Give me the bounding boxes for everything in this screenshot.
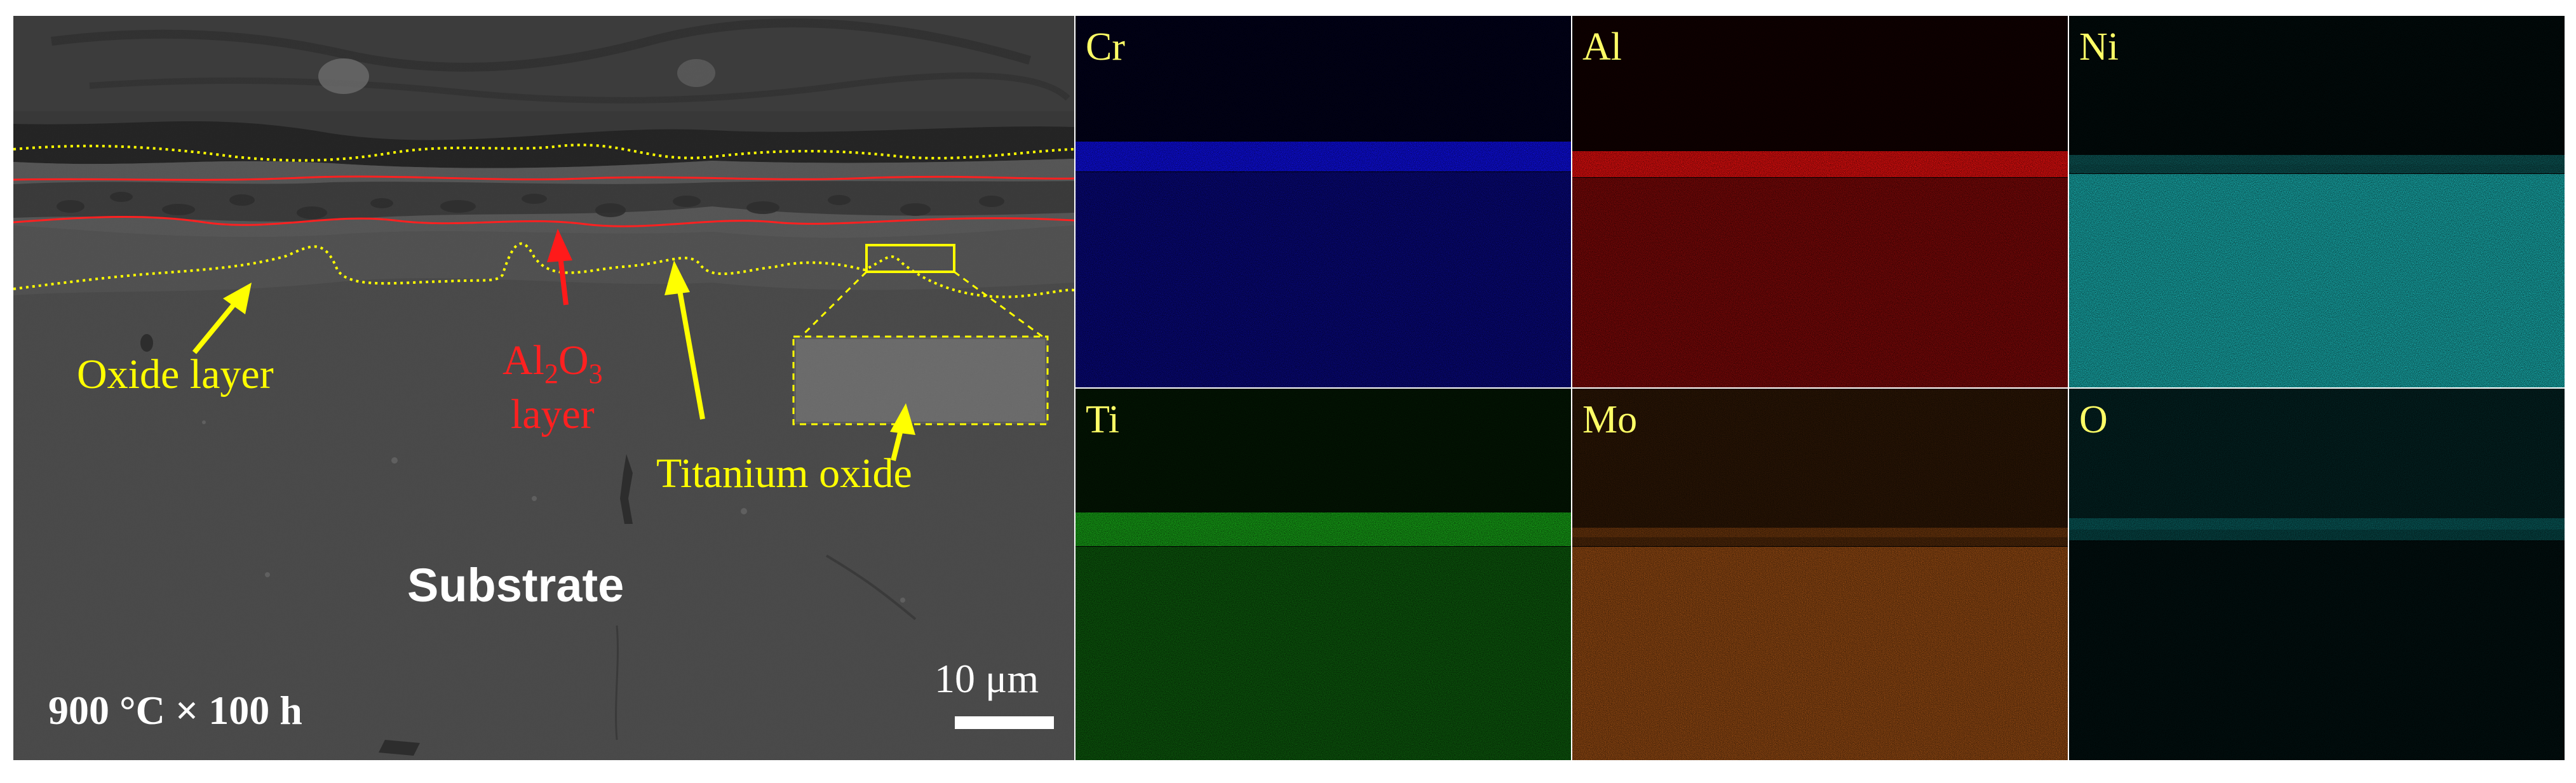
eds-map-ti: Ti bbox=[1076, 389, 1571, 760]
eds-map-o: O bbox=[2069, 389, 2565, 760]
eds-map-intensity bbox=[2069, 389, 2565, 760]
eds-map-intensity bbox=[1572, 16, 2068, 387]
eds-map-label-al: Al bbox=[1582, 25, 1622, 69]
eds-map-al: Al bbox=[1572, 16, 2068, 387]
al2o3-sub2: 2 bbox=[544, 358, 558, 390]
eds-map-ni: Ni bbox=[2069, 16, 2565, 387]
oxide-layer-label: Oxide layer bbox=[77, 351, 274, 398]
condition-label: 900 °C × 100 h bbox=[48, 688, 302, 733]
eds-map-label-cr: Cr bbox=[1086, 25, 1125, 69]
substrate-label: Substrate bbox=[407, 559, 624, 612]
titanium-oxide-label: Titanium oxide bbox=[656, 450, 912, 497]
scale-bar-label: 10 μm bbox=[934, 656, 1039, 701]
sem-micrograph: Oxide layer Al2O3 layer Titanium oxide S… bbox=[13, 16, 1074, 760]
eds-map-label-ti: Ti bbox=[1086, 398, 1119, 441]
al2o3-layer-word: layer bbox=[510, 391, 595, 438]
eds-map-label-mo: Mo bbox=[1582, 398, 1638, 441]
eds-map-mo: Mo bbox=[1572, 389, 2068, 760]
eds-map-cr: Cr bbox=[1076, 16, 1571, 387]
eds-map-intensity bbox=[1572, 389, 2068, 760]
scale-bar bbox=[955, 716, 1054, 729]
al2o3-sub3: 3 bbox=[588, 358, 603, 390]
sem-layers bbox=[13, 16, 1074, 760]
eds-map-label-ni: Ni bbox=[2079, 25, 2119, 69]
eds-map-intensity bbox=[2069, 16, 2565, 387]
eds-map-label-o: O bbox=[2079, 398, 2108, 441]
eds-map-intensity bbox=[1076, 389, 1571, 760]
al2o3-formula: Al2O3 bbox=[502, 337, 603, 391]
al2o3-layer-label: Al2O3 layer bbox=[502, 337, 603, 439]
al2o3-al: Al bbox=[502, 337, 544, 384]
eds-map-intensity bbox=[1076, 16, 1571, 387]
al2o3-o: O bbox=[558, 337, 589, 384]
